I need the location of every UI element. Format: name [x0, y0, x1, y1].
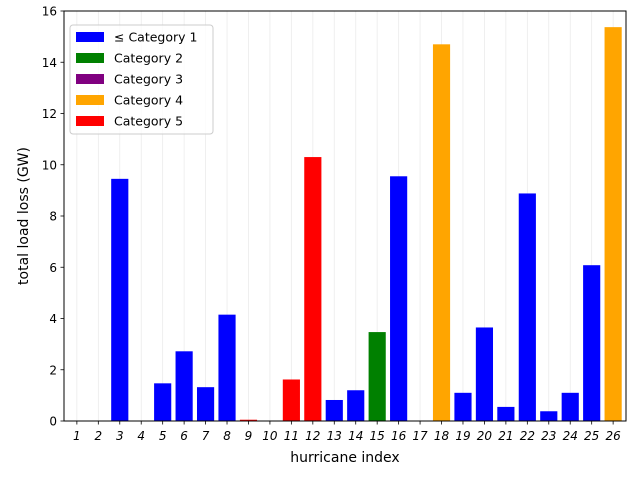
x-axis-label: hurricane index: [290, 450, 399, 466]
y-tick-label: 8: [49, 210, 57, 224]
legend-label: Category 4: [114, 93, 183, 108]
x-tick-label: 12: [305, 429, 320, 443]
bar: [175, 351, 193, 421]
bar: [518, 193, 536, 421]
x-tick-label: 18: [434, 429, 450, 443]
bar: [475, 327, 494, 421]
x-tick-label: 20: [477, 429, 493, 443]
x-tick-label: 6: [180, 429, 188, 443]
bar: [325, 399, 343, 421]
bar: [561, 392, 579, 421]
bar: [497, 406, 515, 421]
x-axis-ticks: 1 2 3 4 5 6 7 8 9 10 11 12 13 14 15 16 17 18 19 20 21 22 23 24 2…: [73, 421, 621, 443]
legend-swatch: [76, 32, 104, 42]
x-tick-label: 25: [584, 429, 599, 443]
y-tick-label: 10: [42, 158, 57, 172]
x-tick-label: 4: [137, 429, 145, 443]
bar: [368, 332, 386, 421]
bars: [111, 27, 622, 422]
x-tick-label: 3: [116, 429, 124, 443]
bar: [540, 411, 558, 421]
x-tick-label: 23: [541, 429, 556, 443]
x-tick-label: 19: [455, 429, 470, 443]
legend: ≤ Category 1 Category 2 Category 3 Category…: [69, 24, 214, 135]
y-tick-label: 0: [49, 415, 57, 429]
x-tick-label: 24: [563, 429, 578, 443]
x-tick-label: 16: [391, 429, 407, 443]
y-tick-label: 12: [42, 107, 57, 121]
legend-swatch: [76, 95, 104, 105]
legend-swatch: [76, 53, 104, 63]
x-tick-label: 26: [605, 429, 621, 443]
legend-label: Category 5: [114, 114, 183, 129]
legend-swatch: [76, 74, 104, 84]
bar: [454, 392, 472, 421]
y-tick-label: 6: [49, 261, 57, 275]
bar: [239, 419, 258, 421]
bar: [218, 314, 236, 421]
x-tick-label: 11: [284, 429, 299, 443]
bar: [304, 157, 322, 421]
y-tick-label: 16: [42, 5, 57, 19]
y-axis-ticks: 0 2 4 6 8 10 12 14 16: [42, 5, 64, 429]
x-tick-label: 9: [245, 429, 253, 443]
legend-label: ≤ Category 1: [114, 30, 197, 45]
x-tick-label: 7: [202, 429, 210, 443]
x-tick-label: 1: [73, 429, 81, 443]
legend-box: [69, 24, 214, 135]
x-tick-label: 15: [370, 429, 385, 443]
x-tick-label: 5: [159, 429, 167, 443]
y-axis-label: total load loss (GW): [16, 147, 32, 285]
x-tick-label: 14: [348, 429, 363, 443]
y-tick-label: 4: [49, 312, 57, 326]
x-tick-label: 17: [412, 429, 428, 443]
x-tick-label: 2: [95, 429, 103, 443]
bar: [583, 265, 601, 421]
x-tick-label: 21: [498, 429, 513, 443]
bar: [390, 176, 408, 421]
bar: [196, 387, 215, 421]
legend-label: Category 3: [114, 72, 183, 87]
bar: [111, 178, 129, 421]
x-tick-label: 22: [520, 429, 535, 443]
x-tick-label: 8: [223, 429, 231, 443]
bar: [347, 390, 365, 421]
bar: [432, 44, 451, 421]
y-tick-label: 14: [42, 56, 57, 70]
legend-swatch: [76, 116, 104, 126]
x-tick-label: 13: [327, 429, 342, 443]
x-tick-label: 10: [262, 429, 278, 443]
y-tick-label: 2: [49, 363, 57, 377]
bar: [282, 379, 300, 421]
bar: [604, 27, 622, 422]
legend-label: Category 2: [114, 51, 183, 66]
bar: [154, 383, 172, 421]
